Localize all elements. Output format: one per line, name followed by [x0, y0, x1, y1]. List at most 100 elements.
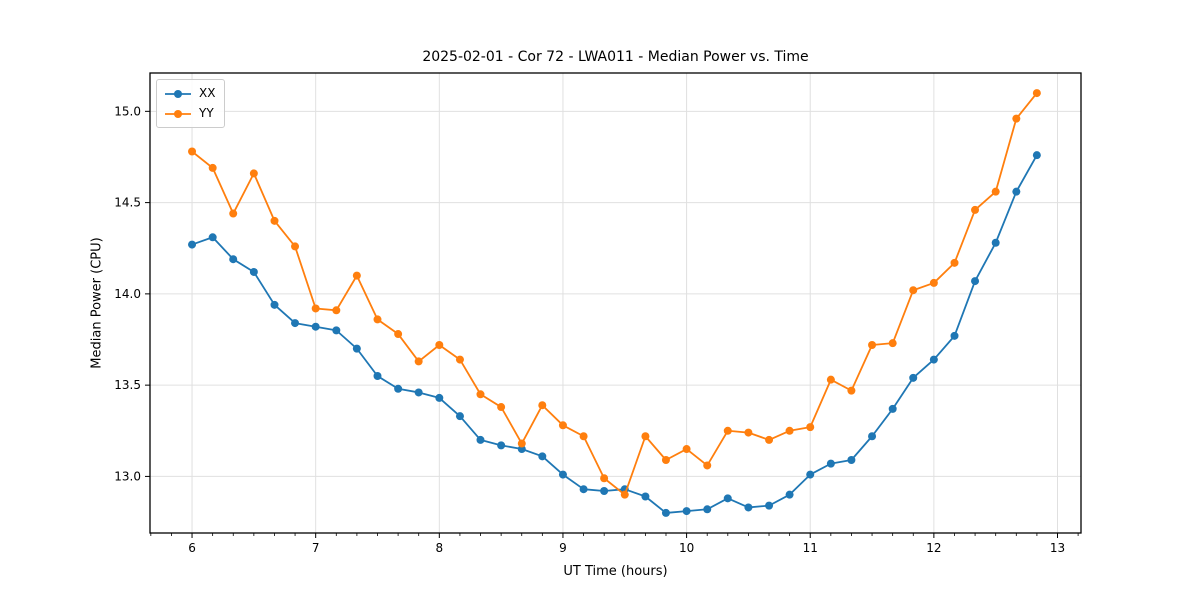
data-point-xx [703, 505, 712, 514]
legend-item-xx: XX [164, 84, 215, 103]
data-point-yy [332, 306, 341, 315]
data-point-xx [929, 355, 938, 364]
x-tick-label: 9 [559, 541, 567, 555]
legend-line-sample-yy [165, 109, 191, 118]
data-point-xx [497, 441, 506, 450]
x-tick-label: 10 [679, 541, 694, 555]
y-tick-label: 13.5 [114, 378, 141, 392]
data-point-yy [414, 357, 423, 366]
data-point-yy [909, 286, 918, 295]
series-line-xx [191, 154, 1038, 514]
data-point-yy [765, 435, 774, 444]
data-point-xx [476, 435, 485, 444]
data-point-xx [1032, 151, 1041, 160]
y-tick-label: 14.0 [114, 287, 141, 301]
legend: XX YY [156, 79, 226, 128]
data-point-xx [991, 238, 1000, 247]
data-point-yy [476, 390, 485, 399]
data-point-yy [497, 403, 506, 412]
data-point-xx [517, 445, 526, 454]
legend-label-yy: YY [199, 106, 214, 120]
chart-title: 2025-02-01 - Cor 72 - LWA011 - Median Po… [422, 49, 809, 65]
data-point-yy [1032, 89, 1041, 98]
y-axis-label-text: Median Power (CPU) [89, 237, 105, 369]
data-point-yy [311, 304, 320, 313]
data-point-xx [373, 372, 382, 381]
data-point-xx [950, 331, 959, 340]
data-point-yy [991, 187, 1000, 196]
data-point-xx [455, 412, 464, 421]
data-point-xx [414, 388, 423, 397]
data-point-xx [826, 459, 835, 468]
data-point-yy [270, 216, 279, 225]
data-point-yy [744, 428, 753, 437]
y-tick-label: 14.5 [114, 196, 141, 210]
data-point-xx [435, 393, 444, 402]
data-point-xx [229, 255, 238, 264]
data-point-yy [620, 490, 629, 499]
data-point-xx [311, 322, 320, 331]
data-point-xx [394, 384, 403, 393]
data-point-yy [229, 209, 238, 218]
data-point-yy [888, 339, 897, 348]
data-point-yy [682, 445, 691, 454]
y-tick-label: 13.0 [114, 469, 141, 483]
data-point-yy [291, 242, 300, 251]
data-point-xx [579, 485, 588, 494]
data-point-xx [291, 319, 300, 328]
legend-item-yy: YY [164, 104, 215, 123]
data-point-xx [806, 470, 815, 479]
data-point-xx [538, 452, 547, 461]
data-point-xx [661, 508, 670, 517]
data-point-xx [558, 470, 567, 479]
data-point-yy [579, 432, 588, 441]
data-point-yy [971, 205, 980, 214]
x-tick-label: 7 [312, 541, 320, 555]
data-point-yy [435, 340, 444, 349]
data-point-xx [1012, 187, 1021, 196]
tick-labels: 6 7 8 9 10 11 12 13 13.0 13.5 14.0 14.5 15.0 [114, 104, 1065, 555]
data-point-yy [929, 278, 938, 287]
data-point-yy [661, 455, 670, 464]
data-point-yy [373, 315, 382, 324]
data-point-yy [517, 439, 526, 448]
plot-border [149, 72, 1082, 534]
data-point-yy [641, 432, 650, 441]
major-ticks [145, 110, 1059, 538]
data-point-yy [703, 461, 712, 470]
data-point-xx [785, 490, 794, 499]
data-point-yy [558, 421, 567, 430]
data-point-xx [909, 373, 918, 382]
data-point-yy [723, 426, 732, 435]
legend-label-xx: XX [199, 86, 216, 100]
data-point-xx [971, 277, 980, 286]
x-tick-label: 8 [435, 541, 443, 555]
data-point-xx [600, 487, 609, 496]
x-tick-label: 11 [803, 541, 818, 555]
series-yy [188, 89, 1041, 499]
data-point-xx [723, 494, 732, 503]
data-point-xx [249, 267, 258, 276]
x-tick-label: 6 [188, 541, 196, 555]
data-point-yy [950, 258, 959, 267]
data-point-yy [538, 401, 547, 410]
data-point-xx [332, 326, 341, 335]
data-point-yy [394, 330, 403, 339]
data-point-xx [868, 432, 877, 441]
data-point-yy [785, 426, 794, 435]
data-point-xx [682, 507, 691, 516]
data-point-xx [188, 240, 197, 249]
gridlines [150, 73, 1081, 533]
data-point-yy [249, 169, 258, 178]
y-tick-label: 15.0 [114, 104, 141, 118]
x-tick-label: 12 [926, 541, 941, 555]
data-point-xx [888, 404, 897, 413]
data-point-xx [352, 344, 361, 353]
data-point-xx [208, 233, 217, 242]
data-point-yy [352, 271, 361, 280]
data-point-yy [826, 375, 835, 384]
data-point-xx [641, 492, 650, 501]
data-point-xx [765, 501, 774, 510]
